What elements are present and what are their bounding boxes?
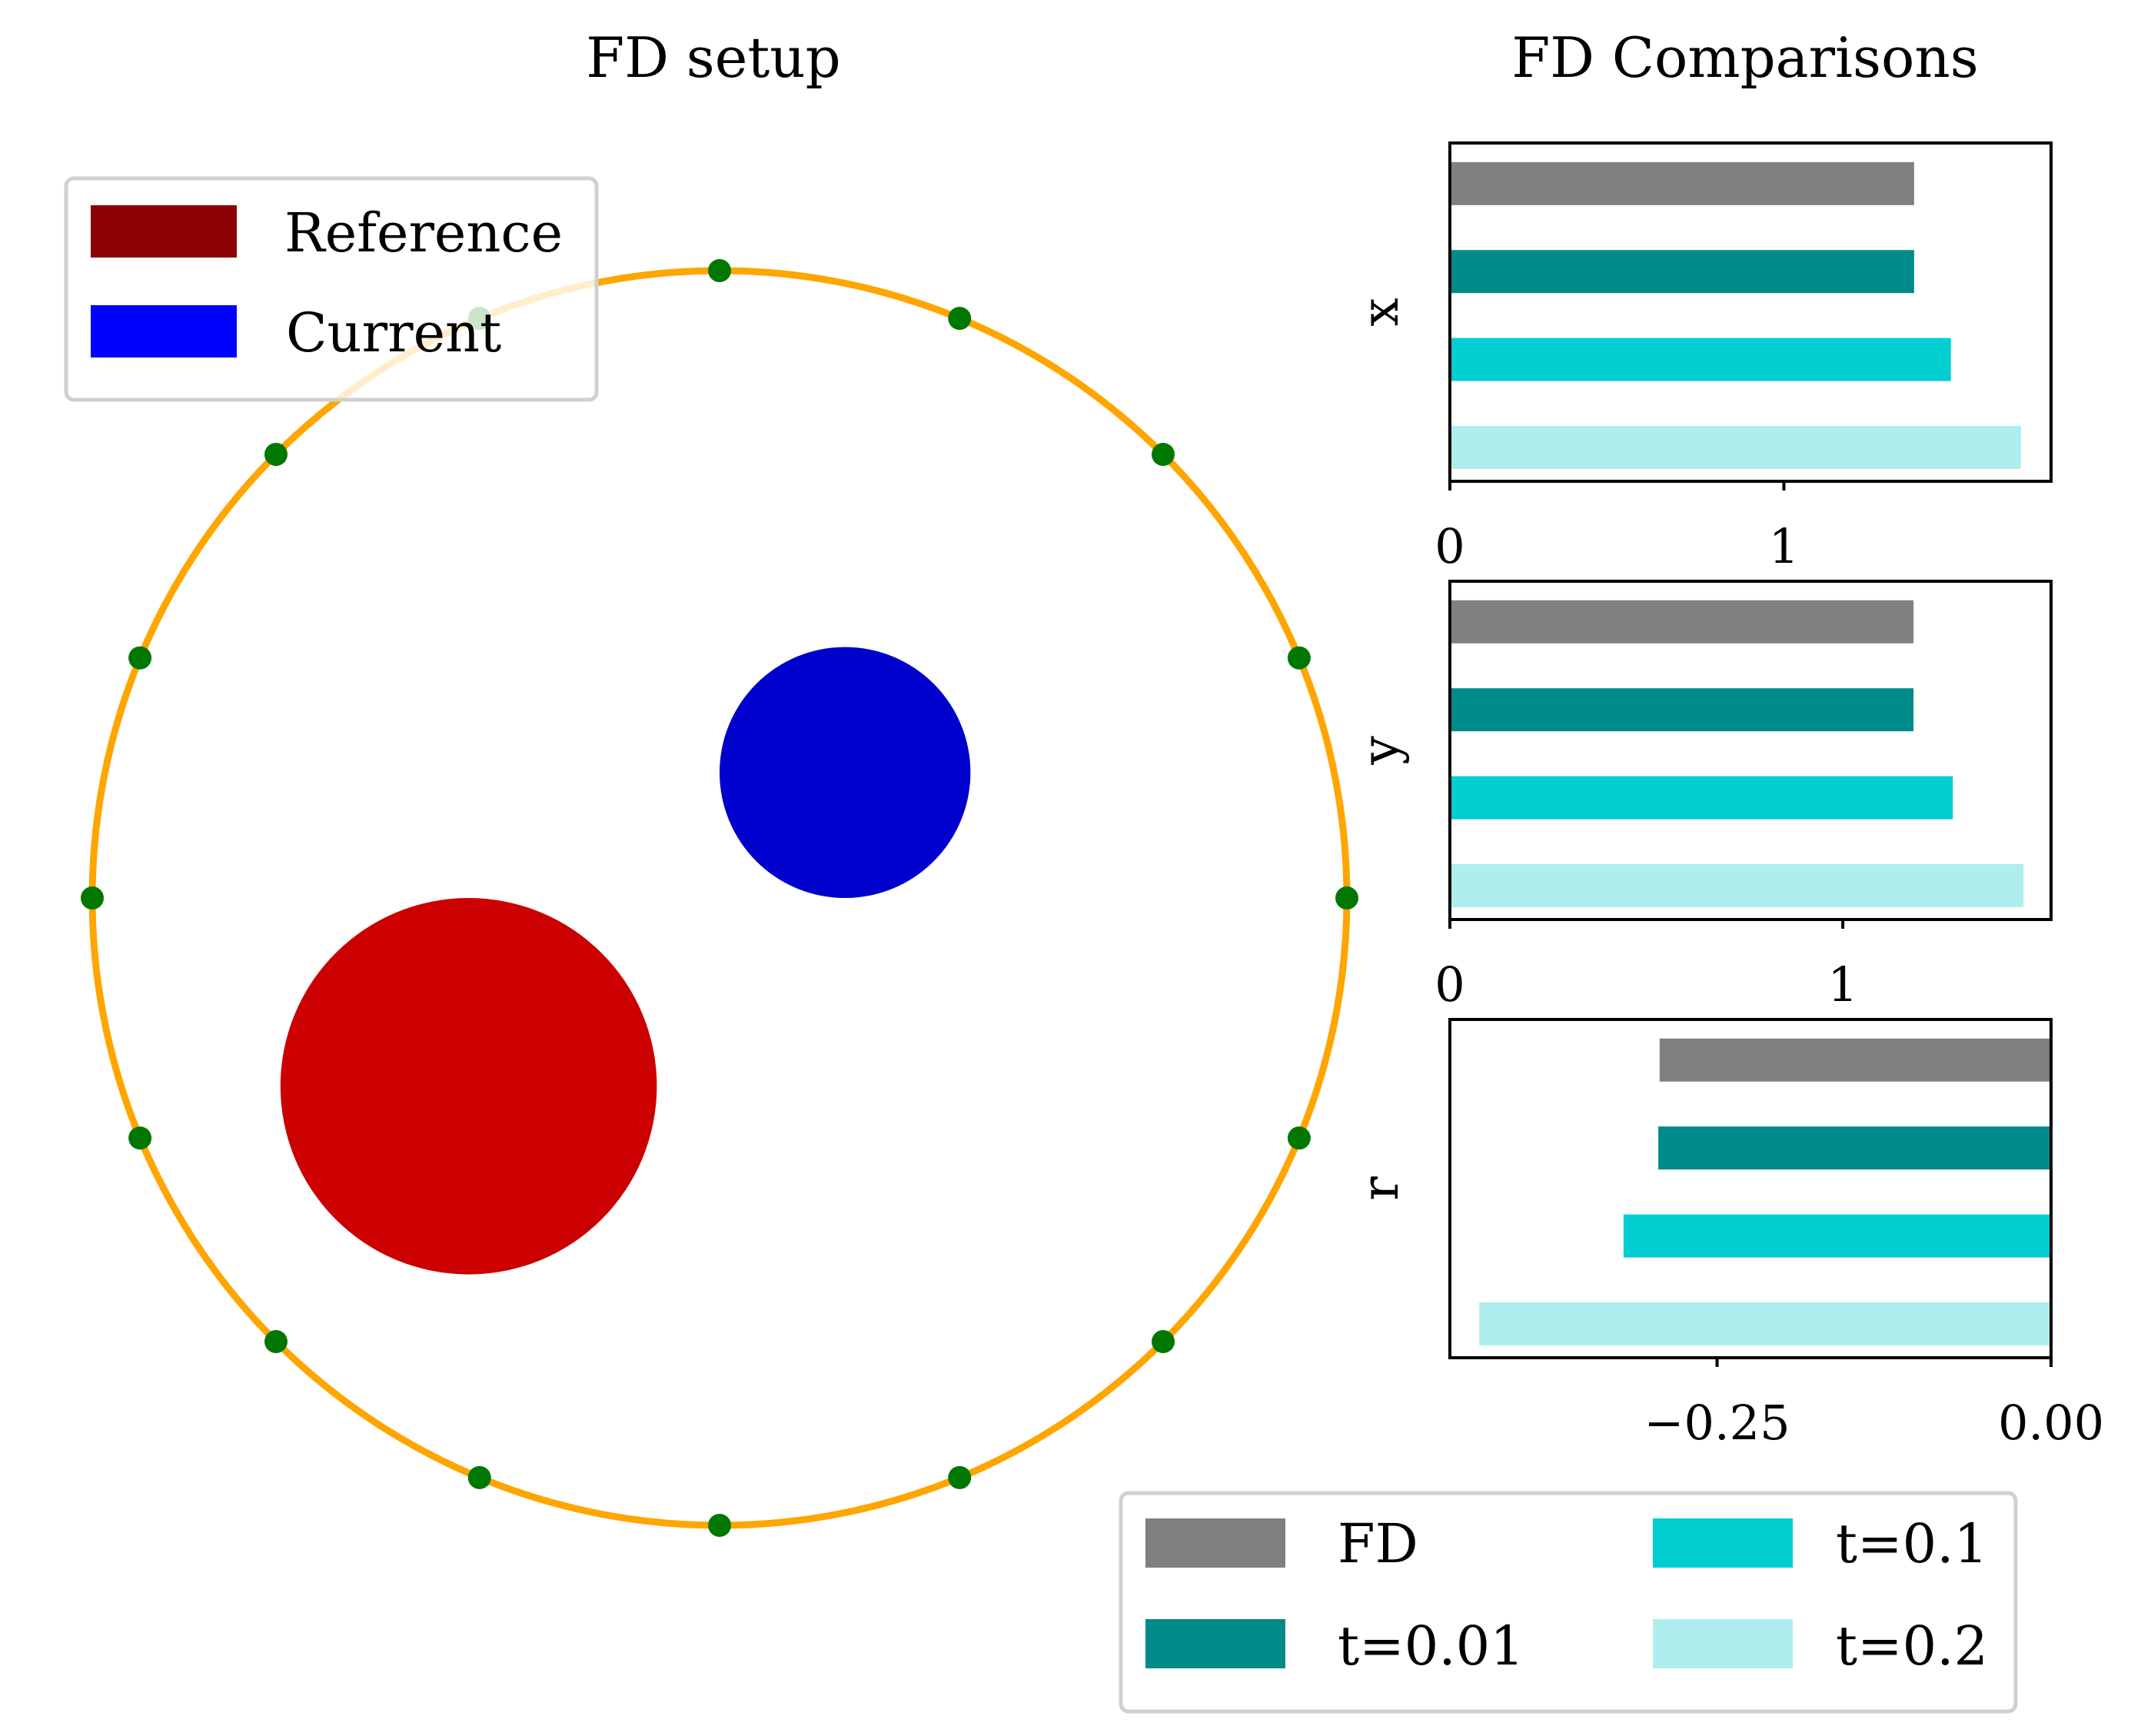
ring-point xyxy=(81,886,104,910)
legend-reference-swatch xyxy=(91,205,237,258)
comparison-panel-r: −0.25 0.00 r xyxy=(1351,1018,2104,1451)
ring-point xyxy=(708,259,731,282)
legend-t01-swatch xyxy=(1653,1518,1793,1568)
ring-point xyxy=(467,1465,491,1489)
y-axis-label: x xyxy=(1351,298,1410,326)
ring-point xyxy=(1287,646,1311,670)
x-tick-label: 1 xyxy=(1769,518,1799,574)
legend-fd-label: FD xyxy=(1338,1512,1418,1575)
panel-frame xyxy=(1448,1018,2053,1359)
bar xyxy=(1450,338,1951,381)
bar xyxy=(1659,1038,2051,1082)
y-axis-label: y xyxy=(1351,736,1410,766)
x-tick-label: 0 xyxy=(1435,956,1464,1013)
legend-current-label: Current xyxy=(286,301,501,364)
bar xyxy=(1658,1126,2051,1170)
legend-reference-label: Reference xyxy=(284,201,563,264)
comparisons-title: FD Comparisons xyxy=(1511,25,1978,90)
reference-circle xyxy=(280,898,657,1275)
bar xyxy=(1450,864,2024,907)
bar xyxy=(1450,250,1914,294)
bar xyxy=(1450,161,1914,205)
ring-point xyxy=(264,443,288,467)
legend-t02-label: t=0.2 xyxy=(1836,1615,1988,1678)
ring-point xyxy=(1287,1126,1311,1150)
x-tick-label: −0.25 xyxy=(1644,1395,1790,1451)
bar xyxy=(1450,776,1953,820)
ring-point xyxy=(948,1465,972,1489)
y-axis-label: r xyxy=(1351,1176,1410,1201)
legend-t001-swatch xyxy=(1145,1619,1285,1668)
panel-frame xyxy=(1448,580,2053,921)
bar xyxy=(1450,600,1914,644)
setup-plot xyxy=(81,259,1358,1537)
ring-point xyxy=(708,1514,731,1537)
ring-point xyxy=(1335,886,1358,910)
legend-current-swatch xyxy=(91,305,237,358)
x-tick-label: 1 xyxy=(1827,956,1857,1013)
comparison-legend: FD t=0.01 t=0.1 t=0.2 xyxy=(1119,1491,2018,1714)
bar xyxy=(1450,688,1914,732)
legend-t02-swatch xyxy=(1653,1619,1793,1668)
legend-fd-swatch xyxy=(1145,1518,1285,1568)
bar xyxy=(1479,1302,2051,1345)
ring-point xyxy=(1151,443,1175,467)
comparison-panels: 0 1 x 0 1 y −0.25 0.00 r xyxy=(1351,141,2104,1451)
setup-legend: Reference Current xyxy=(64,176,599,402)
panel-frame xyxy=(1448,141,2053,483)
legend-t01-label: t=0.1 xyxy=(1836,1512,1988,1575)
x-tick-label: 0 xyxy=(1435,518,1464,574)
comparison-panel-y: 0 1 y xyxy=(1351,580,2053,1013)
x-tick-label: 0.00 xyxy=(1998,1395,2104,1451)
ring-point xyxy=(128,646,152,670)
legend-t001-label: t=0.01 xyxy=(1338,1615,1524,1678)
comparison-panel-x: 0 1 x xyxy=(1351,141,2053,574)
bar xyxy=(1450,426,2021,469)
current-circle xyxy=(719,647,971,898)
ring-point xyxy=(128,1126,152,1150)
ring-point xyxy=(1151,1329,1175,1353)
bar xyxy=(1623,1214,2051,1258)
ring-point xyxy=(264,1329,288,1353)
setup-title: FD setup xyxy=(586,25,841,90)
ring-point xyxy=(948,307,972,331)
